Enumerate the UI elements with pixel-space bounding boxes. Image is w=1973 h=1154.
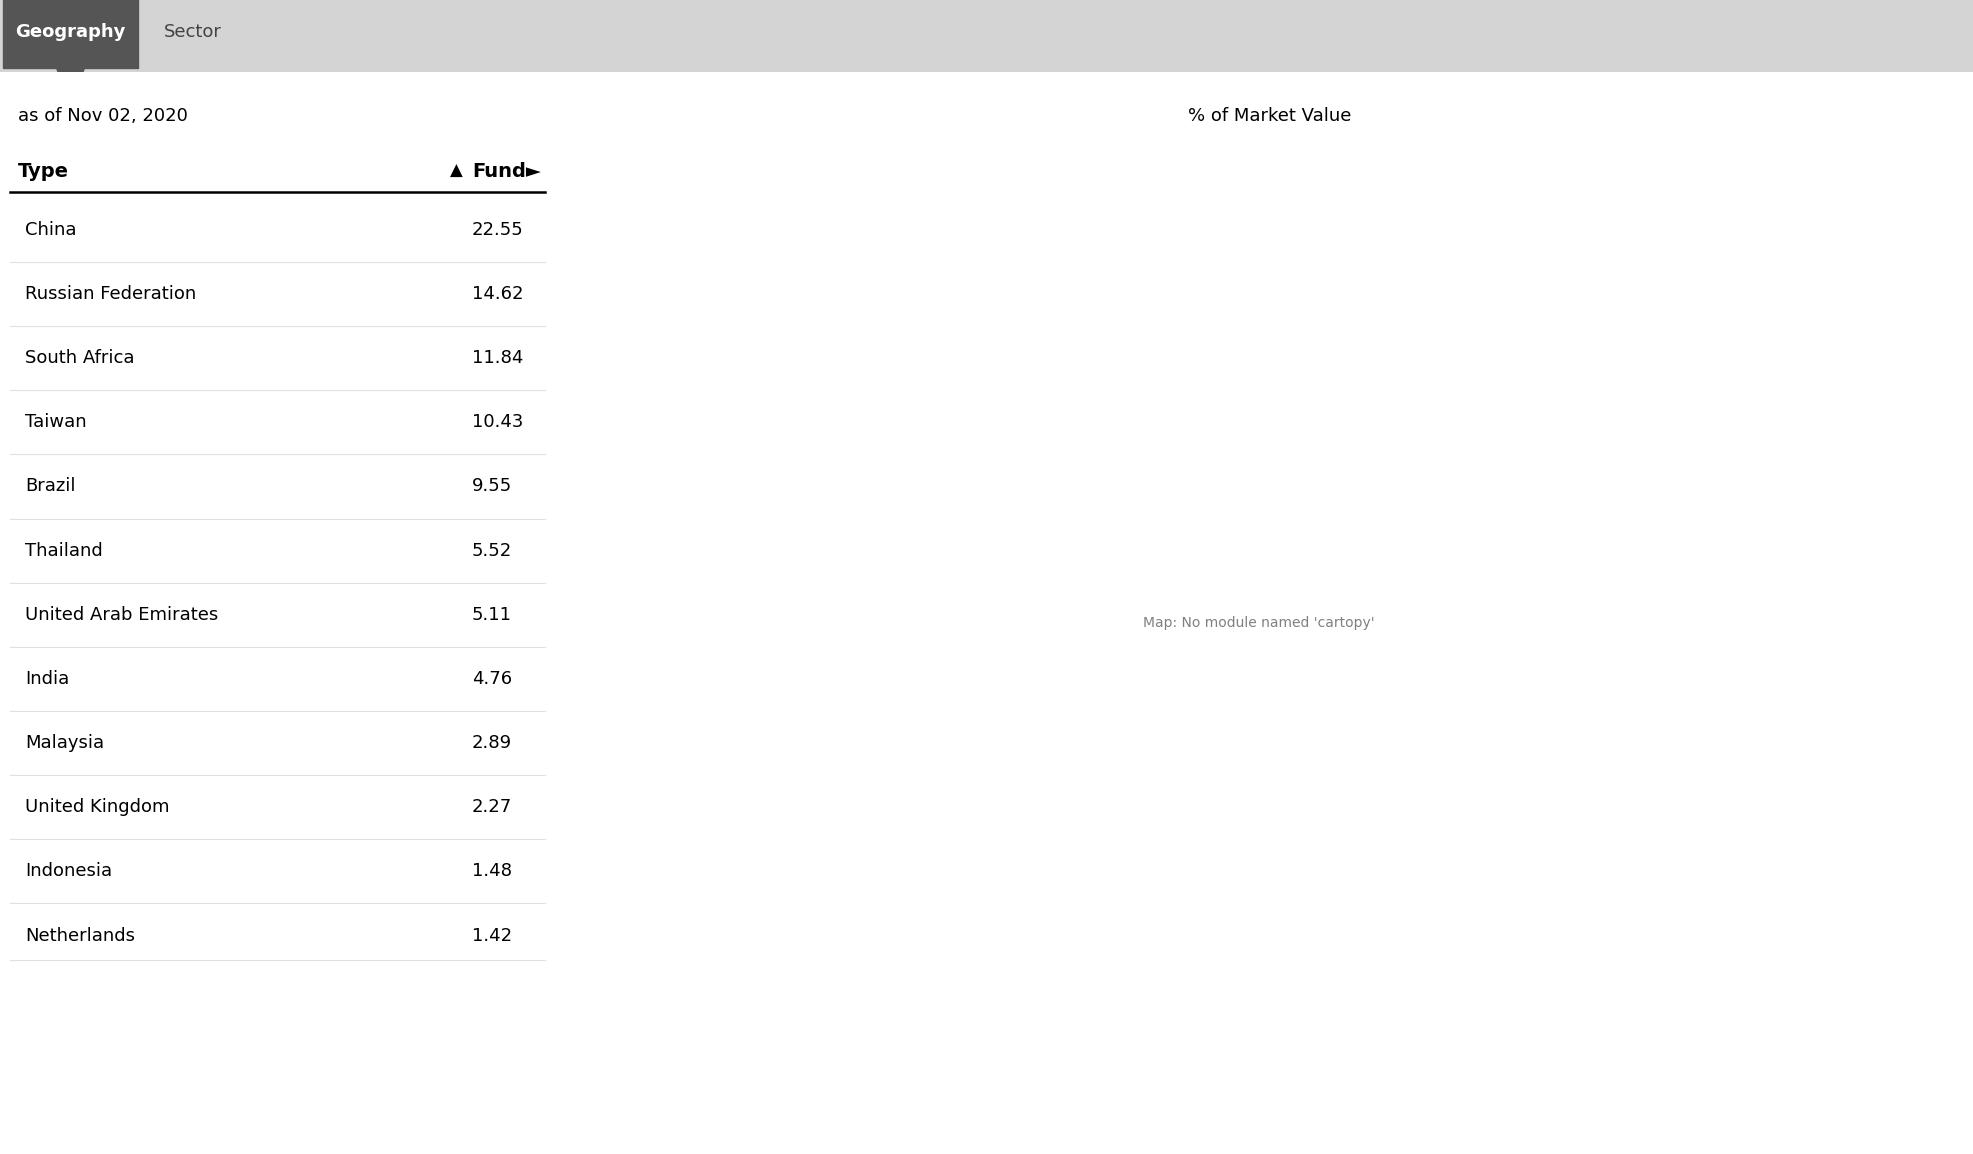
Text: 2.89: 2.89 bbox=[472, 734, 511, 752]
Text: India: India bbox=[26, 670, 69, 688]
Text: 2.27: 2.27 bbox=[472, 799, 511, 816]
Text: 22.55: 22.55 bbox=[472, 220, 523, 239]
Polygon shape bbox=[57, 68, 85, 104]
Text: Russian Federation: Russian Federation bbox=[26, 285, 195, 304]
Text: 10.43: 10.43 bbox=[472, 413, 523, 432]
Text: 9.55: 9.55 bbox=[472, 478, 511, 495]
Text: Brazil: Brazil bbox=[26, 478, 75, 495]
Text: Sector: Sector bbox=[164, 23, 221, 42]
Text: 11.84: 11.84 bbox=[472, 350, 523, 367]
Text: 1.42: 1.42 bbox=[472, 927, 511, 944]
Text: Malaysia: Malaysia bbox=[26, 734, 105, 752]
Text: 1.48: 1.48 bbox=[472, 862, 511, 881]
Text: ▲: ▲ bbox=[450, 162, 462, 180]
Text: Taiwan: Taiwan bbox=[26, 413, 87, 432]
Text: 5.52: 5.52 bbox=[472, 541, 511, 560]
Text: United Kingdom: United Kingdom bbox=[26, 799, 170, 816]
Text: 14.62: 14.62 bbox=[472, 285, 523, 304]
Text: 5.11: 5.11 bbox=[472, 606, 511, 624]
Text: United Arab Emirates: United Arab Emirates bbox=[26, 606, 219, 624]
Text: Fund►: Fund► bbox=[472, 162, 541, 181]
Text: 4.76: 4.76 bbox=[472, 670, 511, 688]
Text: Netherlands: Netherlands bbox=[26, 927, 134, 944]
Text: as of Nov 02, 2020: as of Nov 02, 2020 bbox=[18, 106, 187, 125]
Text: % of Market Value: % of Market Value bbox=[1188, 106, 1352, 125]
Bar bbox=[4, 0, 138, 68]
Text: South Africa: South Africa bbox=[26, 350, 134, 367]
Text: Type: Type bbox=[18, 162, 69, 181]
Text: Thailand: Thailand bbox=[26, 541, 103, 560]
Text: China: China bbox=[26, 220, 77, 239]
Text: Geography: Geography bbox=[16, 23, 126, 42]
Text: Indonesia: Indonesia bbox=[26, 862, 112, 881]
Text: Map: No module named 'cartopy': Map: No module named 'cartopy' bbox=[1142, 616, 1373, 630]
